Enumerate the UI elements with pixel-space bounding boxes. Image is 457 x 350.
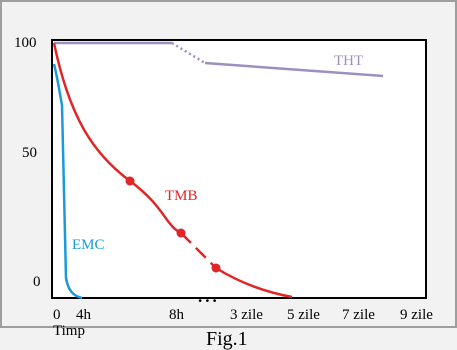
y-tick-label-50: 50 [22, 145, 37, 161]
y-tick-label-100: 100 [14, 35, 37, 51]
x-tick-label-9-zile: 9 zile [400, 307, 433, 323]
x-tick-label-7-zile: 7 zile [342, 307, 375, 323]
series-layer: THT TMB EMC [52, 41, 384, 300]
x-axis-label: Timp [53, 323, 85, 339]
x-tick-label-0: 0 [53, 307, 61, 323]
axis-layer: 100 50 0 0 4h 8h 3 zile 5 zile 7 zile 9 … [14, 35, 433, 350]
tht-line-segment-2 [204, 61, 384, 78]
emc-series-label: EMC [72, 237, 105, 253]
tht-line-dotted-segment [171, 41, 206, 65]
x-tick-label-5-zile: 5 zile [287, 307, 320, 323]
x-axis-break-marker: ... [198, 287, 220, 306]
tmb-marker-2 [176, 228, 186, 238]
x-tick-label-8h: 8h [169, 307, 185, 323]
tmb-marker-1 [125, 176, 135, 186]
tmb-series-label: TMB [165, 188, 198, 204]
plot-area [51, 39, 427, 299]
figure-caption: Fig.1 [206, 328, 248, 350]
x-tick-label-4h: 4h [76, 307, 92, 323]
tmb-line-segment-1 [52, 42, 182, 235]
tmb-line-segment-2 [215, 266, 293, 299]
emc-line [52, 63, 83, 300]
tmb-marker-3 [211, 263, 221, 273]
x-tick-label-3-zile: 3 zile [230, 307, 263, 323]
tmb-line-dashed-segment [180, 232, 217, 269]
y-tick-label-0: 0 [33, 274, 41, 290]
image-frame [0, 0, 457, 328]
tht-series-label: THT [334, 53, 363, 69]
